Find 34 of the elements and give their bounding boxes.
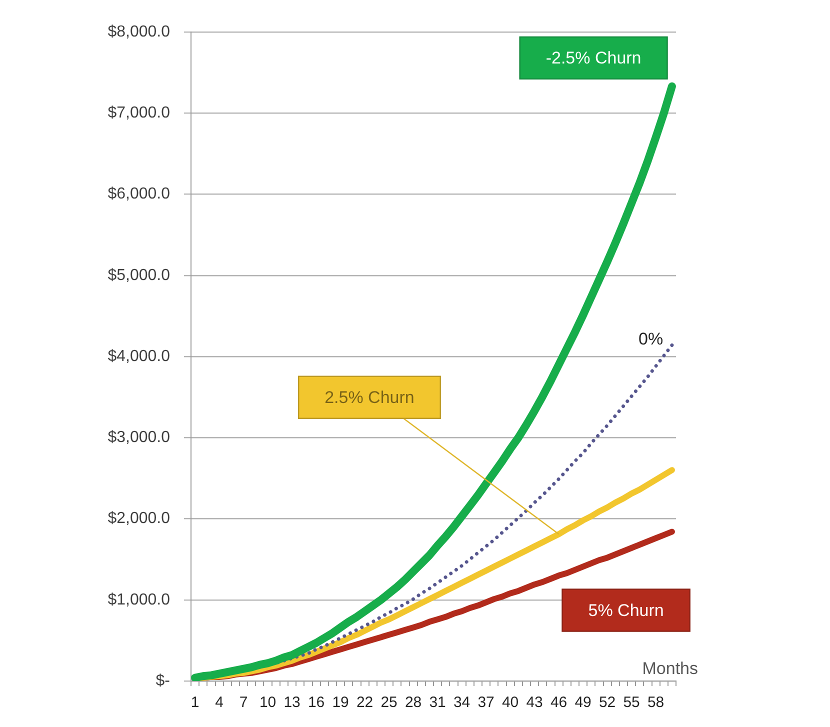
x-tick-label: 25: [380, 694, 398, 712]
series-label: 0%: [638, 330, 664, 349]
y-tick-label: $1,000.0: [108, 591, 170, 608]
x-tick-label: 49: [574, 694, 592, 712]
x-tick-label: 16: [308, 694, 325, 712]
x-axis-title: Months: [642, 659, 698, 678]
x-tick-label: 19: [332, 694, 349, 712]
x-tick-label: 22: [356, 694, 374, 712]
y-tick-label: $8,000.0: [108, 23, 170, 40]
x-tick-label: 7: [239, 694, 248, 712]
x-tick-label: 31: [429, 694, 446, 712]
x-tick-label: 37: [478, 694, 494, 712]
y-tick-label: $7,000.0: [108, 104, 170, 122]
text: 2.5% Churn: [324, 388, 414, 408]
x-tick-label: 10: [259, 694, 276, 712]
x-tick-label: 43: [526, 694, 543, 712]
x-tick-label: 13: [284, 694, 300, 712]
x-tick-label: 55: [623, 694, 640, 712]
y-tick-label: $-: [156, 672, 170, 690]
x-tick-label: 40: [502, 694, 519, 712]
y-tick-label: $4,000.0: [108, 348, 170, 365]
y-tick-label: $2,000.0: [108, 510, 170, 528]
text: -2.5% Churn: [546, 48, 642, 68]
series-label: 5% Churn: [588, 600, 664, 620]
y-tick-label: $6,000.0: [108, 186, 170, 203]
x-tick-label: 4: [215, 694, 224, 712]
x-tick-label: 52: [598, 694, 616, 712]
x-tick-label: 28: [404, 694, 422, 712]
x-tick-label: 58: [647, 694, 664, 712]
y-tick-label: $5,000.0: [108, 266, 170, 284]
x-tick-label: 1: [190, 694, 200, 712]
x-tick-label: 46: [550, 694, 568, 712]
x-tick-label: 34: [453, 694, 470, 712]
y-tick-label: $3,000.0: [108, 429, 170, 446]
